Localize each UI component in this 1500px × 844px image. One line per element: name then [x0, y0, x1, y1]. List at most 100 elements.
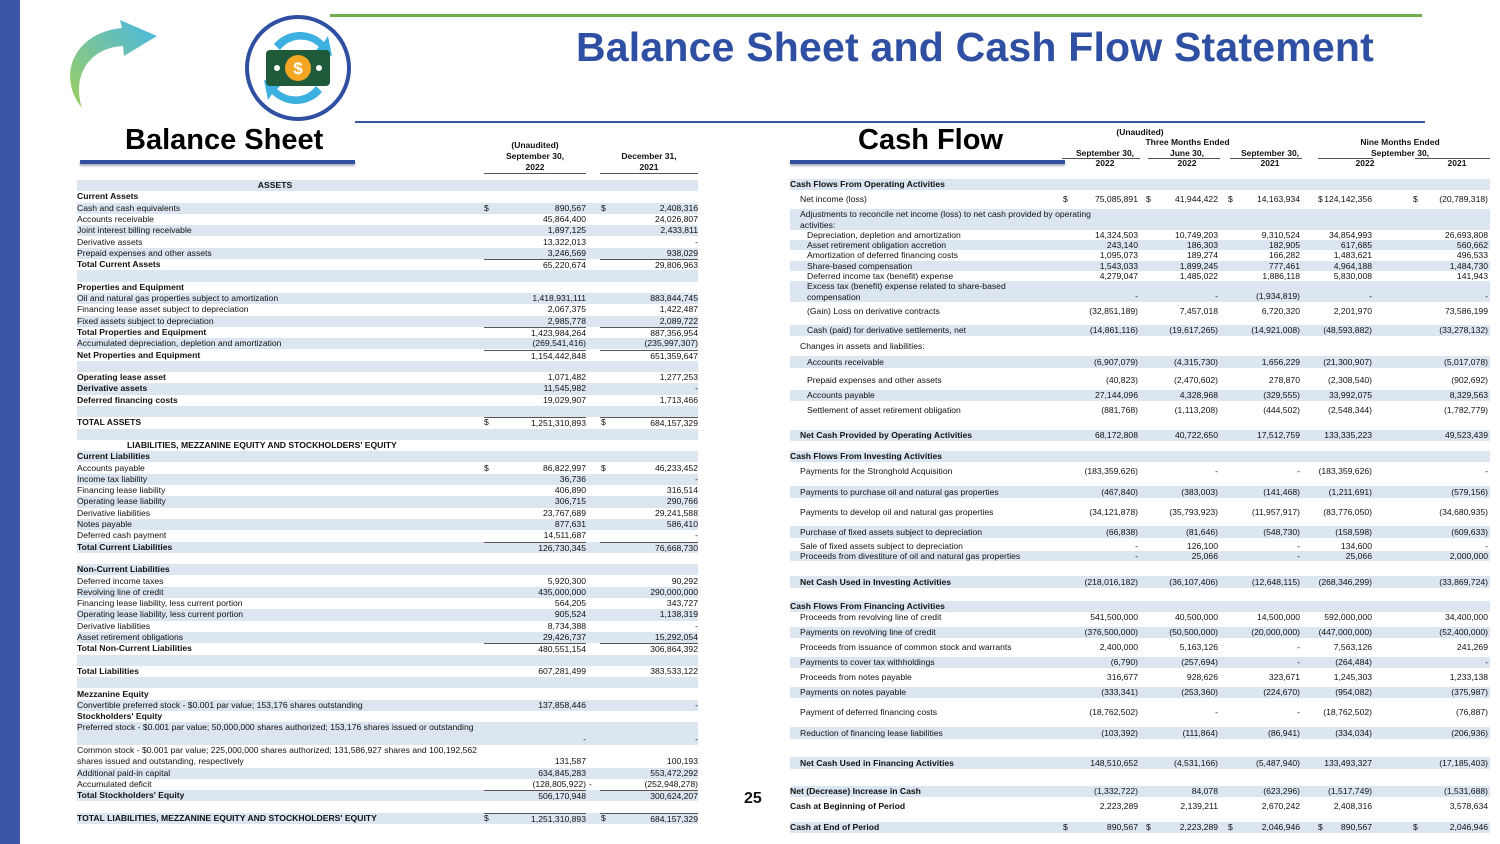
row-label: Accumulated deficit: [77, 778, 152, 789]
cf-value: (48,593,882): [1323, 325, 1372, 335]
row-label: Mezzanine Equity: [77, 688, 149, 699]
page-title: Balance Sheet and Cash Flow Statement: [576, 24, 1374, 70]
value-sep-2022: 1,251,310,893: [484, 812, 586, 825]
cf-value: 4,964,188: [1333, 261, 1372, 271]
cf-value: (12,648,115): [1251, 577, 1300, 587]
table-row: Stockholders' Equity: [77, 711, 698, 722]
cf-value: 2,670,242: [1261, 801, 1300, 811]
row-label: TOTAL LIABILITIES, MEZZANINE EQUITY AND …: [77, 812, 377, 823]
row-label: Convertible preferred stock - $0.001 par…: [77, 699, 363, 710]
value-sep-2022: 45,864,400: [542, 213, 586, 224]
row-label: Financing lease liability, less current …: [77, 598, 243, 609]
cf-value: 68,172,808: [1094, 430, 1138, 440]
cf-value: 6,720,320: [1261, 306, 1300, 316]
cf-col-year: 2022: [1095, 158, 1115, 168]
value-dec-2021: 684,157,329: [600, 812, 698, 825]
table-row: Payments for the Stronghold Acquisition (…: [790, 466, 1490, 477]
table-row: Net Cash Used in Financing Activities 148…: [790, 757, 1490, 769]
cf-value: 14,500,000: [1256, 612, 1300, 622]
row-label: Cash Flows From Operating Activities: [790, 179, 945, 189]
cf-value: (2,548,344): [1328, 405, 1372, 415]
row-label: Accounts payable: [807, 390, 875, 400]
row-label: Current Liabilities: [77, 451, 151, 462]
cf-value: 1,886,118: [1262, 271, 1300, 281]
cf-value: 133,335,223: [1324, 430, 1372, 440]
table-row: [77, 677, 698, 689]
balance-sheet-underline: [80, 160, 355, 164]
row-label: Stockholders' Equity: [77, 711, 163, 722]
cf-value: 40,722,650: [1174, 430, 1218, 440]
cf-col-year: 2021: [1447, 158, 1467, 168]
cf-value: 496,533: [1456, 250, 1488, 260]
cf-value: 1,485,022: [1179, 271, 1218, 281]
cf-value: (36,107,406): [1169, 577, 1218, 587]
bs-col1-date: September 30,: [505, 151, 565, 161]
cf-value: 5,163,126: [1179, 642, 1218, 652]
row-label: Net Cash Used in Financing Activities: [800, 758, 954, 768]
table-row: Net Cash Provided by Operating Activitie…: [790, 430, 1490, 441]
cf-value: (264,484): [1335, 657, 1372, 667]
table-row: Payments to cover tax withholdings (6,790…: [790, 657, 1490, 668]
row-label: Payments to purchase oil and natural gas…: [800, 487, 999, 497]
value-dec-2021: 29,241,588: [654, 507, 698, 518]
row-label: Total Current Assets: [77, 259, 161, 270]
table-row: Proceeds from notes payable 316,677 928,62…: [790, 672, 1490, 683]
table-row: Purchase of fixed assets subject to depr…: [790, 526, 1490, 538]
cash-flow-icon: $: [245, 15, 351, 121]
bs-unaudited: (Unaudited): [511, 140, 559, 150]
cf-value: (11,957,917): [1251, 507, 1300, 517]
cf-value: 316,677: [1106, 672, 1138, 682]
cf-value: (1,531,688): [1444, 786, 1488, 796]
cf-value: -: [1215, 466, 1218, 476]
row-label: Proceeds from revolving line of credit: [800, 612, 942, 622]
table-row: Financing lease liability 406,890 316,514: [77, 485, 698, 496]
cf-value: 890,567: [1106, 822, 1138, 832]
cf-value: (103,392): [1101, 728, 1138, 738]
row-label: LIABILITIES, MEZZANINE EQUITY AND STOCKH…: [127, 439, 397, 450]
cf-value: 1,484,730: [1449, 261, 1488, 271]
row-label: Proceeds from notes payable: [800, 672, 912, 682]
table-row: [77, 270, 698, 282]
table-row: Net Cash Used in Investing Activities (21…: [790, 576, 1490, 588]
cf-value: 278,870: [1268, 375, 1300, 385]
table-row: Financing lease asset subject to depreci…: [77, 304, 698, 315]
value-sep-2022: 131,587: [554, 756, 586, 767]
cf-value: -: [1297, 551, 1300, 561]
row-label: Cash and cash equivalents: [77, 202, 181, 213]
cf-value: (34,121,878): [1089, 507, 1138, 517]
value-dec-2021: 24,026,807: [654, 213, 698, 224]
cf-value: 2,139,211: [1180, 801, 1218, 811]
value-sep-2022: 480,551,154: [484, 643, 586, 655]
cf-value: -: [1485, 291, 1488, 301]
cf-value: 17,512,759: [1256, 430, 1300, 440]
table-row: Current Liabilities: [77, 451, 698, 463]
cf-value: 2,223,289: [1099, 801, 1138, 811]
row-label: Derivative assets: [77, 236, 143, 247]
value-sep-2022: 5,920,300: [547, 575, 586, 586]
row-label: Financing lease liability: [77, 485, 166, 496]
cf-value: 186,303: [1186, 240, 1218, 250]
table-row: Deferred cash payment 14,511,687 -: [77, 530, 698, 541]
cf-value: 560,662: [1456, 240, 1488, 250]
currency-symbol: $: [1146, 822, 1151, 832]
cf-value: (19,617,265): [1169, 325, 1218, 335]
cf-col-rule: [1415, 158, 1490, 159]
cf-value: (206,936): [1451, 728, 1488, 738]
cf-value: 4,279,047: [1099, 271, 1138, 281]
cf-value: -: [1485, 657, 1488, 667]
value-dec-2021: 1,138,319: [659, 609, 698, 620]
cf-value: (86,941): [1267, 728, 1300, 738]
value-sep-2022: 137,858,446: [538, 699, 586, 710]
cf-value: (141,468): [1263, 487, 1300, 497]
row-label: ASSETS: [257, 180, 293, 190]
currency-symbol: $: [1063, 194, 1068, 204]
currency-symbol: $: [484, 417, 489, 428]
cf-value: (329,555): [1263, 390, 1300, 400]
cf-col-rule: [1230, 158, 1302, 159]
value-dec-2021: 2,089,722: [659, 315, 698, 326]
table-row: Deferred income tax (benefit) expense 4,2…: [790, 271, 1490, 281]
table-row: Payments on notes payable (333,341) (253,3…: [790, 687, 1490, 698]
row-label: Prepaid expenses and other assets: [77, 247, 212, 258]
table-row: TOTAL ASSETS $1,251,310,893 $684,157,329: [77, 417, 698, 428]
cf-value: -: [1135, 551, 1138, 561]
